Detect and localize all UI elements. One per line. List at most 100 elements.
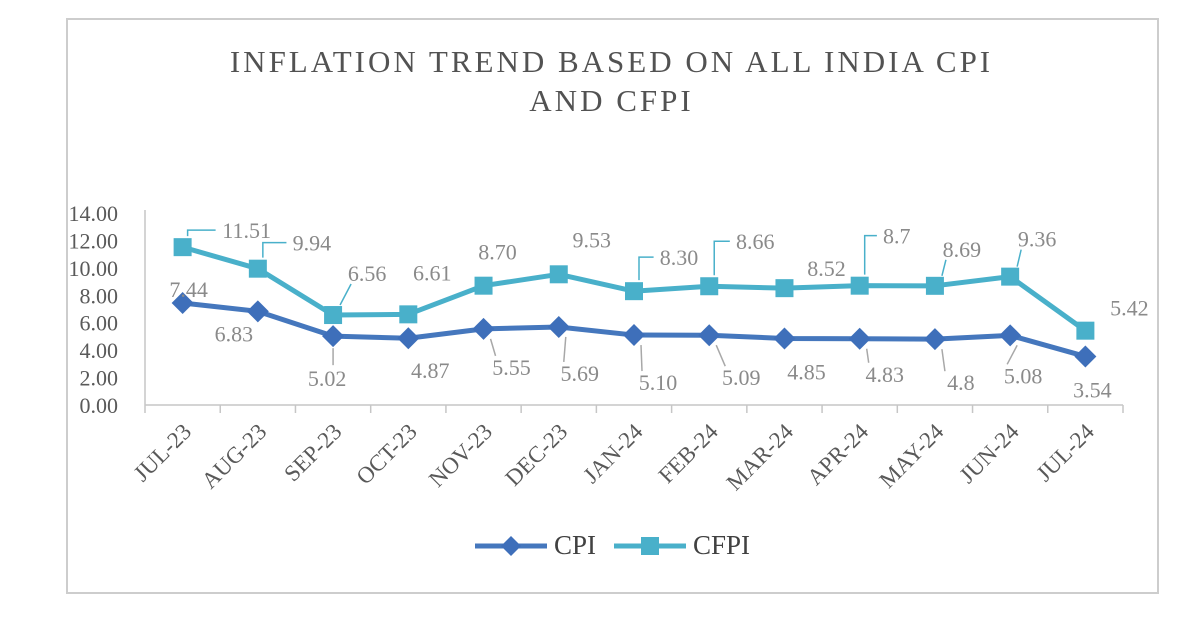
cfpi-data-label: 6.61 [413, 260, 452, 285]
cfpi-marker [248, 259, 267, 278]
cpi-leader-line [489, 338, 497, 357]
cfpi-marker [775, 279, 794, 298]
y-axis-label: 2.00 [80, 366, 119, 391]
cfpi-marker [925, 276, 944, 295]
cpi-marker [999, 324, 1022, 347]
cfpi-data-label: 5.42 [1110, 296, 1149, 321]
cfpi-leader-line [339, 283, 352, 306]
cpi-marker [1074, 345, 1097, 368]
cpi-marker [698, 324, 721, 347]
cfpi-data-label: 8.52 [807, 256, 846, 281]
cfpi-marker [1076, 321, 1095, 340]
cfpi-data-label: 8.70 [478, 240, 517, 265]
y-axis-label: 8.00 [80, 283, 119, 308]
cpi-data-label: 5.02 [308, 366, 347, 391]
cpi-marker [171, 291, 194, 314]
cfpi-leader-line [713, 240, 730, 276]
cfpi-marker [850, 276, 869, 295]
cpi-data-label: 3.54 [1073, 377, 1112, 402]
legend: CPI CFPI [67, 530, 1156, 561]
x-axis-label: FEB-24 [654, 419, 724, 489]
cfpi-marker [399, 305, 418, 324]
cfpi-data-label: 9.53 [573, 227, 612, 252]
legend-label-cpi: CPI [553, 530, 596, 560]
legend-label-cfpi: CFPI [692, 530, 751, 560]
cfpi-leader-line [262, 241, 287, 258]
cpi-marker [773, 327, 796, 350]
cfpi-marker [549, 265, 568, 284]
cpi-marker [246, 300, 269, 323]
cfpi-legend-marker-icon [613, 536, 686, 555]
cfpi-leader-line [638, 256, 654, 281]
cpi-data-label: 4.87 [411, 358, 450, 383]
cpi-marker [923, 328, 946, 351]
cpi-marker [322, 325, 345, 348]
cpi-data-label: 4.8 [947, 370, 975, 395]
cpi-data-label: 4.85 [787, 359, 826, 384]
legend-item-cpi: CPI [473, 530, 596, 561]
cpi-leader-line [941, 349, 946, 372]
y-axis-label: 10.00 [69, 256, 119, 281]
x-axis-label: MAR-24 [722, 419, 799, 496]
x-axis-label: JUL-24 [1032, 419, 1100, 487]
x-axis-label: JUN-24 [955, 419, 1025, 489]
x-axis-label: NOV-23 [424, 419, 497, 492]
cfpi-data-label: 6.56 [348, 261, 387, 286]
x-axis-label: OCT-23 [351, 419, 421, 489]
cfpi-marker [324, 306, 343, 325]
cpi-data-label: 5.08 [1004, 363, 1043, 388]
y-axis-label: 14.00 [69, 201, 119, 226]
cfpi-leader-line [863, 234, 877, 275]
cpi-leader-line [715, 344, 726, 367]
x-axis-label: JAN-24 [578, 419, 648, 489]
x-axis-label: MAY-24 [874, 419, 948, 493]
x-axis-label: AUG-23 [197, 419, 272, 494]
cfpi-data-label: 8.66 [736, 229, 775, 254]
cpi-marker [547, 315, 570, 338]
cpi-data-label: 5.09 [722, 365, 761, 390]
cpi-leader-line [563, 336, 567, 363]
cpi-data-label: 4.83 [865, 362, 904, 387]
cfpi-marker [474, 276, 493, 295]
cpi-marker [623, 324, 645, 347]
cpi-legend-marker-icon [474, 535, 547, 556]
cpi-data-label: 7.44 [169, 277, 208, 302]
cpi-leader-line [865, 348, 870, 363]
cfpi-data-label: 8.69 [943, 237, 982, 262]
cpi-marker [472, 317, 495, 340]
x-axis-label: JUL-23 [129, 419, 196, 486]
cfpi-data-label: 9.94 [293, 231, 332, 256]
cfpi-data-label: 11.51 [222, 218, 271, 243]
x-axis-label: DEC-23 [500, 419, 572, 491]
cfpi-marker [173, 238, 192, 257]
y-axis-label: 4.00 [80, 338, 119, 363]
cfpi-data-label: 8.7 [883, 224, 911, 249]
cfpi-data-label: 8.30 [660, 245, 699, 270]
cpi-marker [397, 327, 420, 350]
cfpi-marker [1001, 267, 1020, 286]
legend-item-cfpi: CFPI [612, 530, 750, 561]
y-axis-label: 6.00 [80, 311, 119, 336]
chart-title-line-2: AND CFPI [529, 83, 694, 118]
cpi-marker [848, 327, 871, 350]
y-axis-label: 12.00 [69, 228, 119, 253]
cfpi-data-label: 9.36 [1018, 227, 1057, 252]
x-axis-label: APR-24 [802, 419, 873, 490]
y-axis-label: 0.00 [80, 393, 119, 418]
x-axis-label: SEP-23 [279, 419, 346, 486]
cpi-leader-line [1006, 344, 1018, 365]
cpi-data-label: 6.83 [215, 321, 254, 346]
chart-border [66, 18, 1159, 594]
cfpi-leader-line [186, 229, 216, 237]
chart-title-line-1: INFLATION TREND BASED ON ALL INDIA CPI [229, 44, 994, 79]
cpi-leader-line [640, 345, 643, 372]
cpi-data-label: 5.55 [492, 355, 531, 380]
cfpi-leader-line [1016, 249, 1022, 267]
cfpi-leader-line [941, 259, 947, 277]
cpi-data-label: 5.10 [639, 370, 678, 395]
cfpi-marker [700, 277, 719, 296]
cfpi-marker [625, 282, 643, 301]
chart-title: INFLATION TREND BASED ON ALL INDIA CPI A… [67, 42, 1156, 120]
